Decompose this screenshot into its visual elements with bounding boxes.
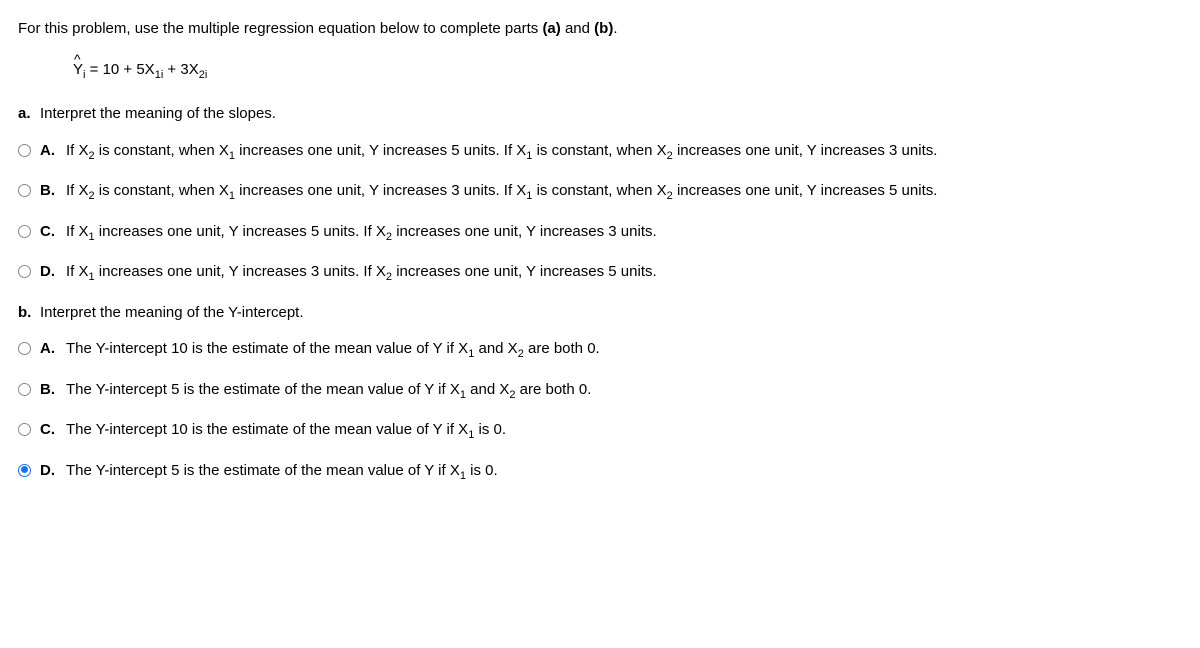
radio-button[interactable] bbox=[18, 464, 31, 477]
eq-x2-sub: 2i bbox=[199, 69, 208, 81]
eq-x1-sub: 1i bbox=[155, 69, 164, 81]
radio-button[interactable] bbox=[18, 383, 31, 396]
radio-wrap[interactable] bbox=[18, 180, 40, 205]
text-segment: is constant, when X bbox=[95, 142, 229, 159]
text-segment: increases one unit, Y increases 5 units. bbox=[392, 263, 657, 280]
radio-button[interactable] bbox=[18, 144, 31, 157]
regression-equation: ^Yi = 10 + 5X1i + 3X2i bbox=[73, 59, 1182, 82]
text-segment: increases one unit, Y increases 5 units. bbox=[673, 182, 938, 199]
text-segment: increases one unit, Y increases 3 units. bbox=[392, 223, 657, 240]
option-letter: A. bbox=[40, 338, 66, 361]
option-text: If X1 increases one unit, Y increases 3 … bbox=[66, 261, 1182, 284]
option-row[interactable]: A.The Y-intercept 10 is the estimate of … bbox=[18, 338, 1182, 363]
text-segment: is 0. bbox=[466, 462, 498, 479]
option-row[interactable]: D.The Y-intercept 5 is the estimate of t… bbox=[18, 460, 1182, 485]
radio-wrap[interactable] bbox=[18, 140, 40, 165]
option-letter: C. bbox=[40, 221, 66, 244]
option-letter: C. bbox=[40, 419, 66, 442]
text-segment: increases one unit, Y increases 3 units.… bbox=[95, 263, 386, 280]
radio-button[interactable] bbox=[18, 423, 31, 436]
option-text: The Y-intercept 5 is the estimate of the… bbox=[66, 379, 1182, 402]
option-row[interactable]: D.If X1 increases one unit, Y increases … bbox=[18, 261, 1182, 286]
option-row[interactable]: B.The Y-intercept 5 is the estimate of t… bbox=[18, 379, 1182, 404]
text-segment: is constant, when X bbox=[532, 182, 666, 199]
text-segment: If X bbox=[66, 182, 89, 199]
intro-mid: and bbox=[561, 20, 594, 37]
text-segment: If X bbox=[66, 142, 89, 159]
option-letter: D. bbox=[40, 460, 66, 483]
eq-part1: = 10 + 5X bbox=[85, 61, 154, 78]
intro-part-a: (a) bbox=[542, 20, 560, 37]
part-a-label: a. Interpret the meaning of the slopes. bbox=[18, 103, 1182, 126]
radio-button[interactable] bbox=[18, 342, 31, 355]
options-group-a: A.If X2 is constant, when X1 increases o… bbox=[18, 140, 1182, 286]
intro-prefix: For this problem, use the multiple regre… bbox=[18, 20, 542, 37]
option-text: If X2 is constant, when X1 increases one… bbox=[66, 140, 1182, 163]
part-a-text: Interpret the meaning of the slopes. bbox=[40, 103, 1182, 126]
text-segment: is constant, when X bbox=[532, 142, 666, 159]
eq-plus: + 3X bbox=[163, 61, 198, 78]
text-segment: are both 0. bbox=[515, 381, 591, 398]
radio-wrap[interactable] bbox=[18, 460, 40, 485]
radio-wrap[interactable] bbox=[18, 379, 40, 404]
radio-wrap[interactable] bbox=[18, 221, 40, 246]
hat-icon: ^ bbox=[74, 49, 81, 70]
part-b-text: Interpret the meaning of the Y-intercept… bbox=[40, 302, 1182, 325]
part-a-bullet: a. bbox=[18, 103, 40, 126]
option-row[interactable]: A.If X2 is constant, when X1 increases o… bbox=[18, 140, 1182, 165]
text-segment: increases one unit, Y increases 3 units. bbox=[673, 142, 938, 159]
radio-wrap[interactable] bbox=[18, 261, 40, 286]
option-text: The Y-intercept 5 is the estimate of the… bbox=[66, 460, 1182, 483]
radio-button[interactable] bbox=[18, 184, 31, 197]
option-letter: B. bbox=[40, 180, 66, 203]
option-row[interactable]: B.If X2 is constant, when X1 increases o… bbox=[18, 180, 1182, 205]
option-letter: A. bbox=[40, 140, 66, 163]
text-segment: If X bbox=[66, 223, 89, 240]
text-segment: The Y-intercept 10 is the estimate of th… bbox=[66, 340, 468, 357]
text-segment: The Y-intercept 5 is the estimate of the… bbox=[66, 462, 460, 479]
text-segment: is 0. bbox=[474, 421, 506, 438]
option-row[interactable]: C.The Y-intercept 10 is the estimate of … bbox=[18, 419, 1182, 444]
option-row[interactable]: C.If X1 increases one unit, Y increases … bbox=[18, 221, 1182, 246]
option-text: The Y-intercept 10 is the estimate of th… bbox=[66, 419, 1182, 442]
text-segment: is constant, when X bbox=[95, 182, 229, 199]
problem-intro: For this problem, use the multiple regre… bbox=[18, 18, 1182, 41]
text-segment: increases one unit, Y increases 3 units.… bbox=[235, 182, 526, 199]
text-segment: and X bbox=[474, 340, 517, 357]
radio-wrap[interactable] bbox=[18, 338, 40, 363]
part-b-bullet: b. bbox=[18, 302, 40, 325]
radio-button[interactable] bbox=[18, 265, 31, 278]
intro-part-b: (b) bbox=[594, 20, 613, 37]
option-letter: B. bbox=[40, 379, 66, 402]
radio-wrap[interactable] bbox=[18, 419, 40, 444]
option-letter: D. bbox=[40, 261, 66, 284]
options-group-b: A.The Y-intercept 10 is the estimate of … bbox=[18, 338, 1182, 484]
option-text: The Y-intercept 10 is the estimate of th… bbox=[66, 338, 1182, 361]
part-b-label: b. Interpret the meaning of the Y-interc… bbox=[18, 302, 1182, 325]
intro-suffix: . bbox=[613, 20, 617, 37]
text-segment: The Y-intercept 5 is the estimate of the… bbox=[66, 381, 460, 398]
text-segment: are both 0. bbox=[524, 340, 600, 357]
radio-button[interactable] bbox=[18, 225, 31, 238]
option-text: If X1 increases one unit, Y increases 5 … bbox=[66, 221, 1182, 244]
text-segment: increases one unit, Y increases 5 units.… bbox=[95, 223, 386, 240]
option-text: If X2 is constant, when X1 increases one… bbox=[66, 180, 1182, 203]
text-segment: The Y-intercept 10 is the estimate of th… bbox=[66, 421, 468, 438]
text-segment: and X bbox=[466, 381, 509, 398]
text-segment: increases one unit, Y increases 5 units.… bbox=[235, 142, 526, 159]
text-segment: If X bbox=[66, 263, 89, 280]
